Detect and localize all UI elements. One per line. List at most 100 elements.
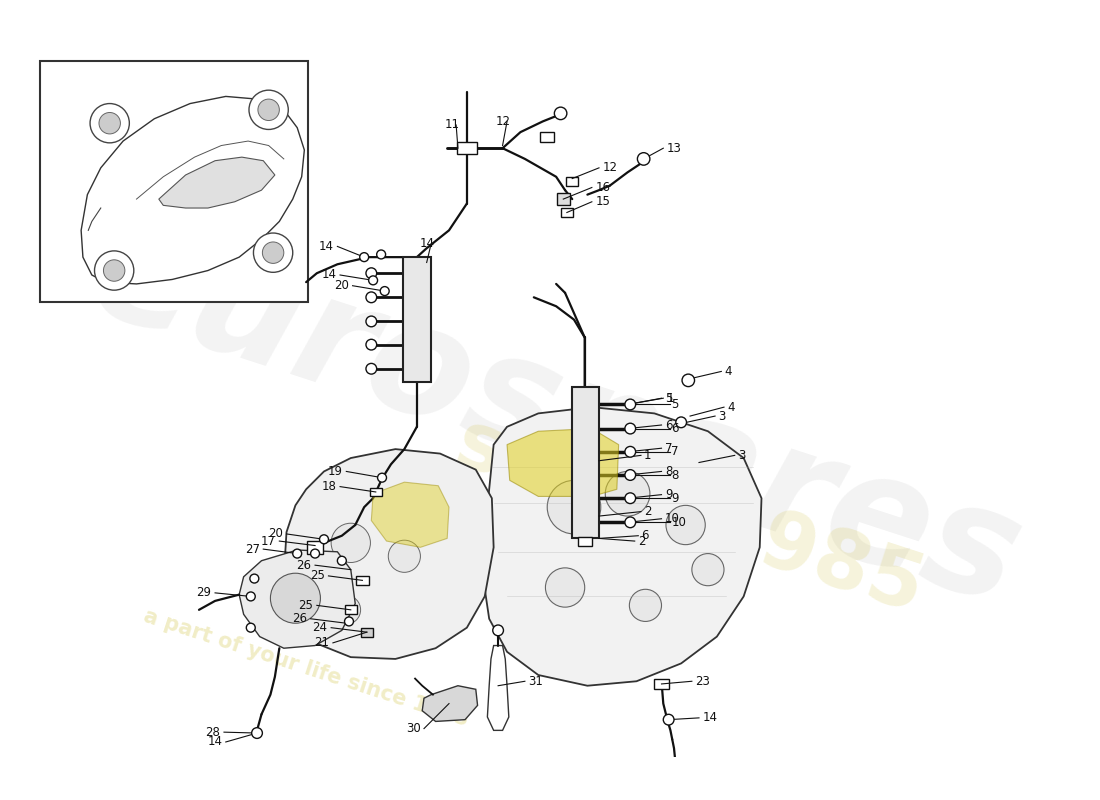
Text: 27: 27 bbox=[244, 542, 260, 556]
Text: 30: 30 bbox=[406, 722, 420, 735]
Text: 29: 29 bbox=[197, 586, 211, 599]
Circle shape bbox=[263, 242, 284, 263]
Text: 14: 14 bbox=[703, 711, 717, 724]
Text: 10: 10 bbox=[666, 512, 680, 526]
Bar bbox=[344, 606, 358, 614]
Text: 12: 12 bbox=[603, 162, 617, 174]
Circle shape bbox=[90, 103, 130, 143]
Circle shape bbox=[377, 474, 386, 482]
Text: 21: 21 bbox=[315, 636, 329, 650]
Circle shape bbox=[625, 399, 636, 410]
Circle shape bbox=[547, 480, 601, 534]
Text: 6: 6 bbox=[666, 418, 672, 431]
Text: 3: 3 bbox=[718, 410, 725, 422]
Circle shape bbox=[257, 99, 279, 121]
Polygon shape bbox=[422, 686, 477, 722]
Circle shape bbox=[381, 286, 389, 295]
Text: 13: 13 bbox=[667, 142, 682, 154]
Bar bbox=[566, 177, 579, 186]
Bar bbox=[456, 142, 476, 154]
Circle shape bbox=[338, 556, 346, 565]
Circle shape bbox=[250, 574, 258, 583]
Text: 5: 5 bbox=[671, 398, 679, 411]
Circle shape bbox=[99, 113, 120, 134]
Text: 5: 5 bbox=[666, 392, 672, 405]
Text: 25: 25 bbox=[298, 599, 314, 612]
Polygon shape bbox=[507, 429, 618, 497]
Text: 14: 14 bbox=[207, 735, 222, 749]
Text: 4: 4 bbox=[724, 365, 732, 378]
Text: 26: 26 bbox=[292, 612, 307, 626]
Text: 14: 14 bbox=[420, 238, 436, 250]
Circle shape bbox=[249, 90, 288, 130]
Circle shape bbox=[103, 260, 125, 282]
Circle shape bbox=[366, 363, 376, 374]
Text: 10: 10 bbox=[671, 516, 686, 529]
Circle shape bbox=[319, 535, 329, 544]
Text: since 1985: since 1985 bbox=[447, 404, 934, 629]
Text: 6: 6 bbox=[641, 530, 649, 542]
Bar bbox=[307, 541, 323, 554]
Circle shape bbox=[344, 617, 353, 626]
Bar bbox=[370, 487, 382, 497]
Circle shape bbox=[332, 595, 361, 624]
Bar bbox=[654, 678, 669, 690]
Circle shape bbox=[554, 107, 566, 120]
Circle shape bbox=[253, 233, 293, 272]
Circle shape bbox=[366, 316, 376, 326]
Circle shape bbox=[493, 625, 504, 636]
Text: 20: 20 bbox=[334, 279, 349, 292]
Circle shape bbox=[271, 574, 320, 623]
Circle shape bbox=[252, 728, 263, 738]
Bar bbox=[561, 208, 573, 217]
Circle shape bbox=[637, 153, 650, 165]
Circle shape bbox=[666, 506, 705, 545]
Polygon shape bbox=[158, 157, 275, 208]
Text: 24: 24 bbox=[312, 621, 328, 634]
Text: 15: 15 bbox=[595, 195, 610, 208]
Circle shape bbox=[366, 268, 376, 278]
Circle shape bbox=[388, 540, 420, 572]
Bar bbox=[578, 537, 592, 546]
Text: 19: 19 bbox=[328, 465, 343, 478]
Text: 14: 14 bbox=[319, 240, 333, 253]
Circle shape bbox=[682, 374, 694, 386]
Text: 31: 31 bbox=[528, 674, 543, 688]
Text: 4: 4 bbox=[727, 401, 735, 414]
Text: 18: 18 bbox=[321, 480, 337, 493]
Text: a part of your life since 1985: a part of your life since 1985 bbox=[141, 606, 471, 730]
Polygon shape bbox=[483, 407, 761, 686]
Circle shape bbox=[376, 250, 386, 259]
Bar bbox=[361, 628, 373, 637]
Polygon shape bbox=[239, 550, 355, 648]
Circle shape bbox=[625, 517, 636, 528]
Circle shape bbox=[625, 446, 636, 457]
Circle shape bbox=[625, 493, 636, 503]
Circle shape bbox=[625, 423, 636, 434]
Circle shape bbox=[331, 523, 371, 562]
Bar bbox=[40, 61, 308, 302]
Text: 9: 9 bbox=[666, 488, 672, 501]
Text: 7: 7 bbox=[671, 446, 679, 458]
Text: 23: 23 bbox=[695, 674, 711, 688]
Circle shape bbox=[663, 714, 674, 725]
Text: 20: 20 bbox=[268, 527, 283, 541]
Bar bbox=[540, 132, 554, 142]
Text: 2: 2 bbox=[644, 505, 651, 518]
Circle shape bbox=[629, 590, 661, 622]
Polygon shape bbox=[487, 646, 509, 730]
Circle shape bbox=[546, 568, 585, 607]
Bar bbox=[356, 576, 369, 585]
Circle shape bbox=[246, 623, 255, 632]
Bar bbox=[572, 386, 600, 538]
Circle shape bbox=[95, 251, 134, 290]
Text: 8: 8 bbox=[671, 469, 679, 482]
Text: 16: 16 bbox=[595, 181, 610, 194]
Bar bbox=[557, 193, 570, 206]
Bar bbox=[403, 257, 431, 382]
Circle shape bbox=[675, 417, 686, 428]
Polygon shape bbox=[81, 97, 305, 284]
Text: 3: 3 bbox=[738, 449, 746, 462]
Text: 17: 17 bbox=[261, 534, 276, 547]
Circle shape bbox=[293, 549, 301, 558]
